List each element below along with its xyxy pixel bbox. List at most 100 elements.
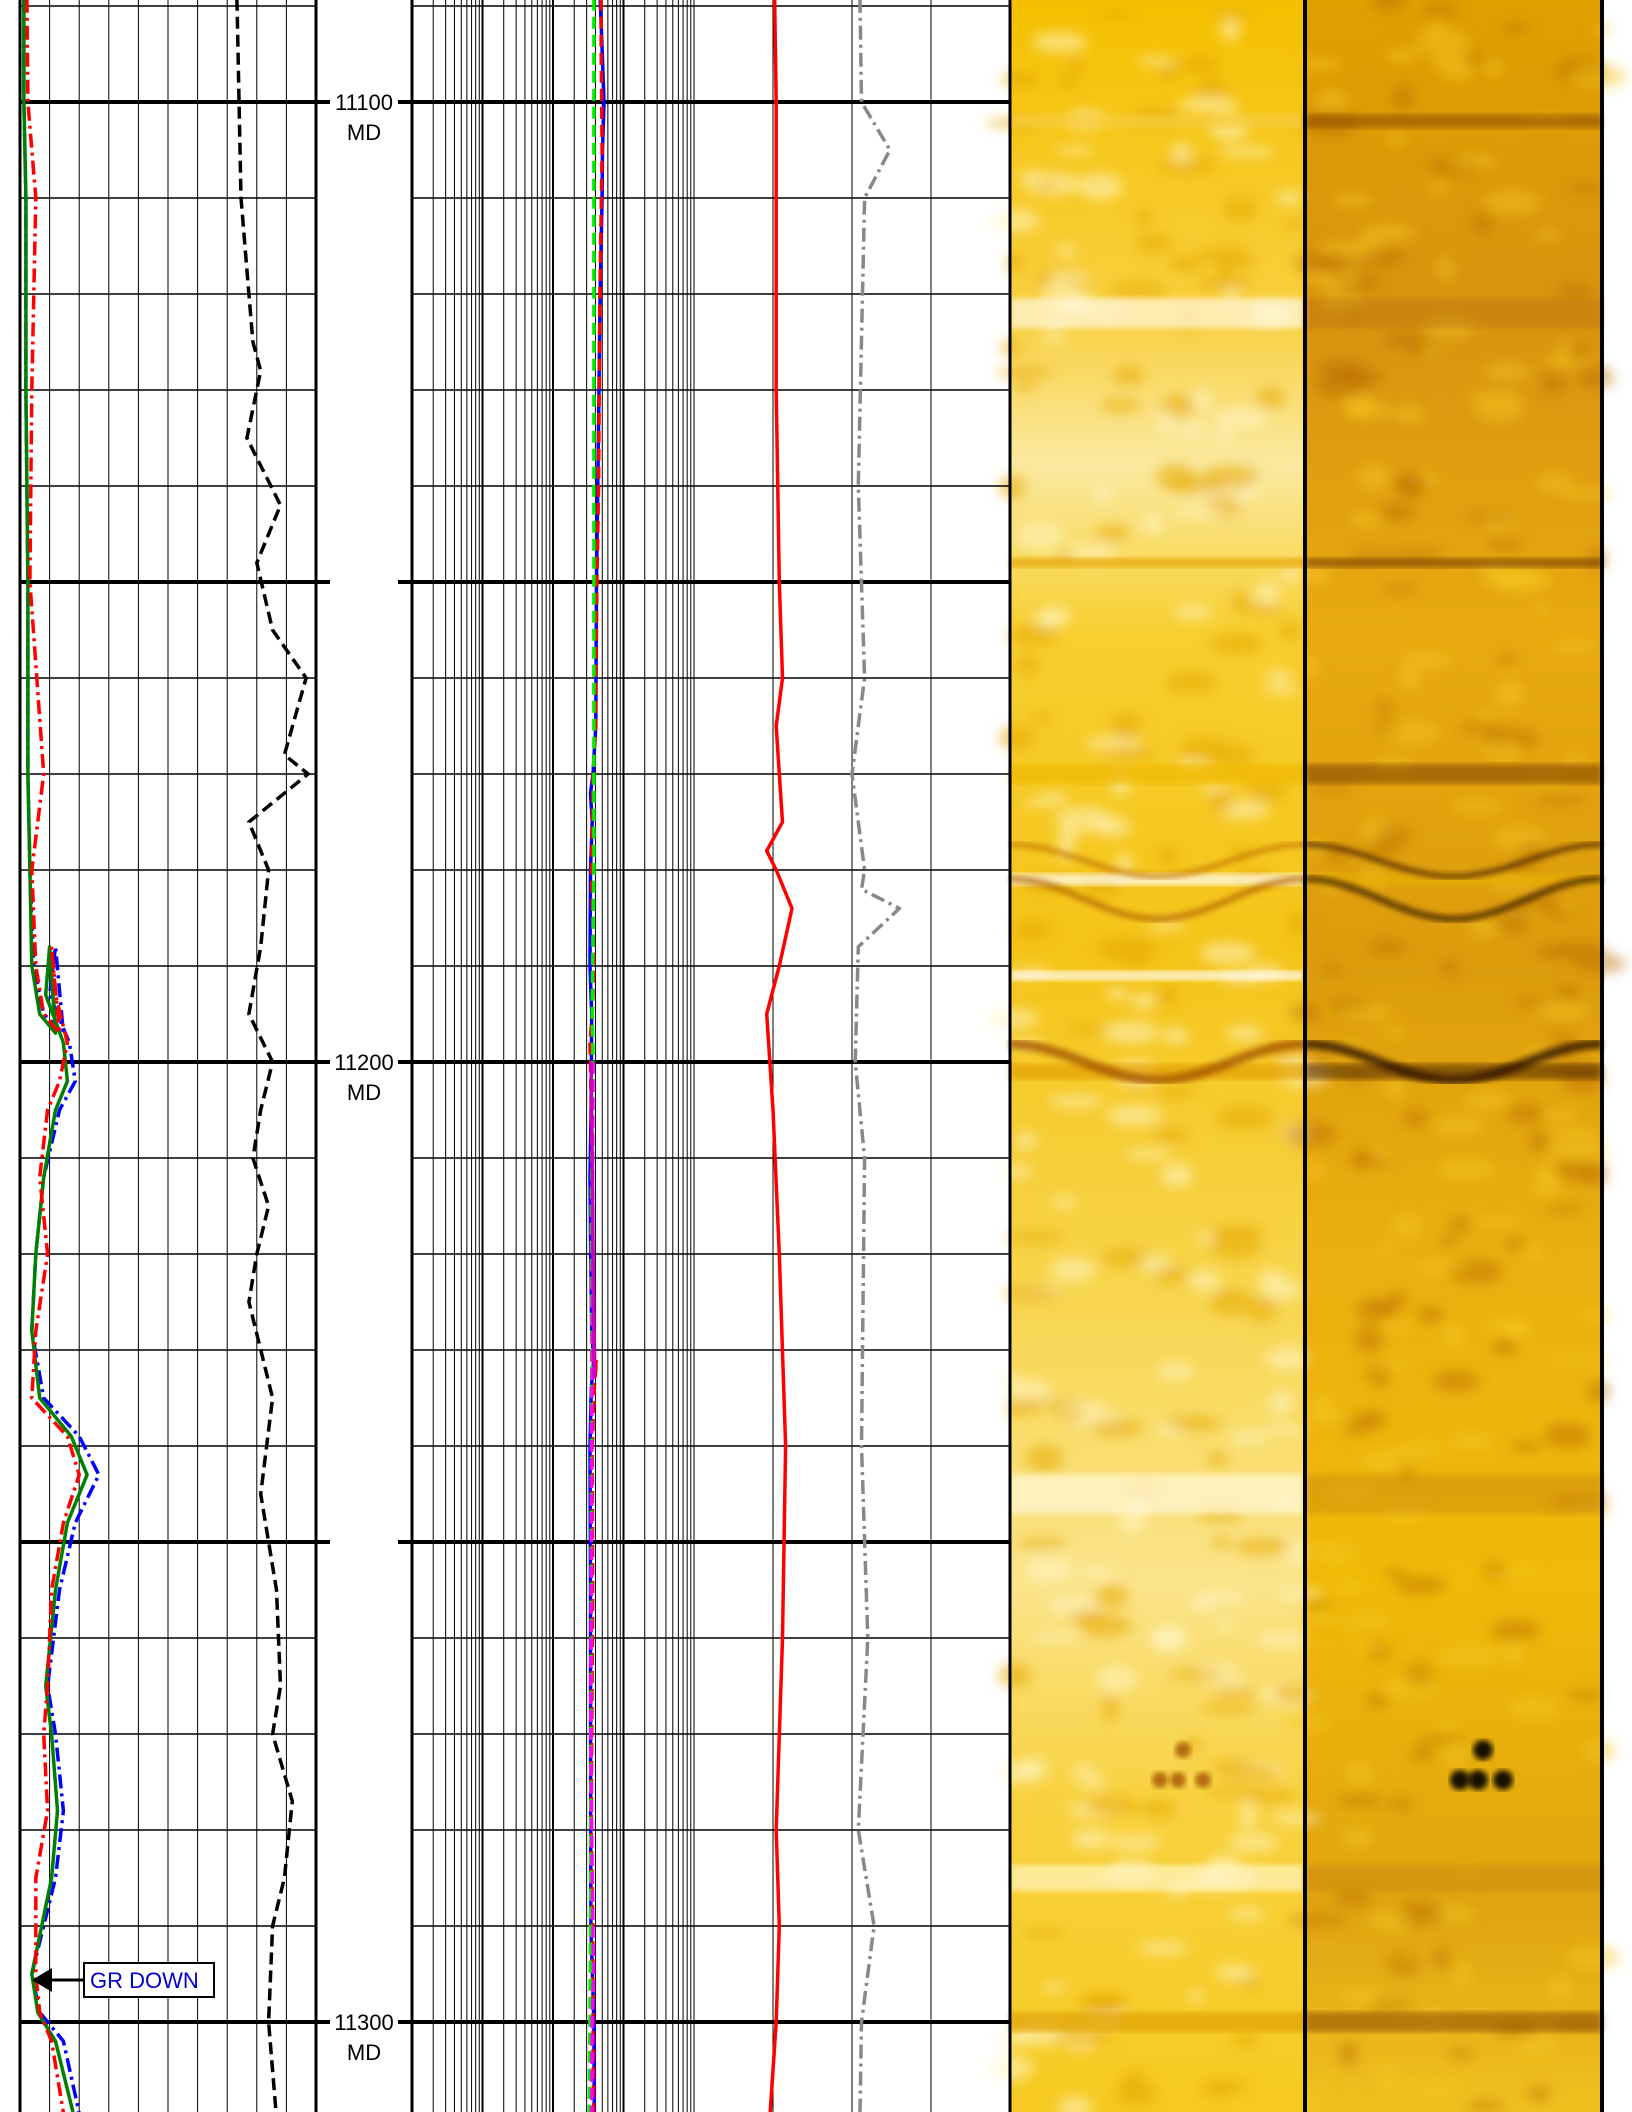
image-dynamic-blob <box>1582 1308 1610 1322</box>
image-dynamic-blob <box>1474 398 1525 422</box>
image-static-blob <box>1004 1401 1038 1415</box>
image-dynamic-blob <box>1462 1091 1511 1110</box>
image-dynamic-blob <box>1544 1204 1586 1213</box>
image-static-blob <box>1155 463 1196 490</box>
image-dynamic-blob <box>1384 1568 1408 1579</box>
depth-track: 11100 MD 11200 MD 11300 MD <box>316 90 412 2065</box>
image-dynamic-blob <box>1480 564 1533 589</box>
image-static-blob <box>1200 464 1260 491</box>
image-dynamic-blob <box>1432 1948 1451 1969</box>
image-static-blob <box>1157 984 1179 1007</box>
image-dynamic-blob <box>1477 708 1496 719</box>
image-static-blob <box>1012 919 1053 941</box>
image-static-blob <box>1187 1990 1204 2002</box>
image-dynamic-blob <box>1444 1740 1468 1768</box>
image-static-blob <box>1057 2095 1093 2112</box>
image-dynamic-blob <box>1378 1322 1416 1333</box>
image-static-band <box>1010 298 1305 329</box>
image-dynamic-blob <box>1560 487 1612 500</box>
image-dynamic-blob <box>1568 64 1627 89</box>
track3-aux-gray-curve <box>850 0 902 2112</box>
image-dynamic-blob <box>1401 1109 1430 1127</box>
image-dynamic-blob <box>1387 131 1406 148</box>
image-static-spot <box>1170 1772 1186 1788</box>
image-dynamic-blob <box>1387 1798 1415 1810</box>
image-dynamic-blob <box>1565 1946 1620 1969</box>
image-static-blob <box>1014 655 1040 676</box>
image-dynamic-blob <box>1379 1027 1409 1037</box>
image-static-blob <box>1215 428 1234 445</box>
image-static-blob <box>1041 1983 1068 1992</box>
image-dynamic-blob <box>1391 1212 1423 1238</box>
image-static-blob <box>1147 921 1187 931</box>
image-static-blob <box>1256 1270 1288 1287</box>
image-static-blob <box>1071 1829 1111 1850</box>
image-dynamic-blob <box>1398 664 1422 692</box>
image-static-blob <box>1199 1703 1258 1714</box>
image-dynamic-blob <box>1436 256 1454 281</box>
image-static-blob <box>1234 1538 1290 1556</box>
image-static-blob <box>999 725 1035 750</box>
image-dynamic-blob <box>1528 1130 1550 1154</box>
image-dynamic-blob <box>1367 2001 1417 2012</box>
track-grids <box>18 0 1604 2112</box>
image-dynamic-blob <box>1554 984 1581 1005</box>
image-dynamic-blob <box>1341 1987 1380 2005</box>
image-dynamic-band <box>1305 1063 1602 1080</box>
image-static-blob <box>999 475 1026 499</box>
image-dynamic-blob <box>1435 1719 1461 1730</box>
image-static-blob <box>1178 96 1239 114</box>
image-static-blob <box>1178 421 1208 439</box>
image-dynamic-blob <box>1434 1114 1484 1137</box>
image-static-blob <box>1272 1683 1314 1703</box>
image-static-blob <box>1211 1687 1259 1698</box>
image-dynamic-blob <box>1477 1569 1527 1580</box>
image-static-band <box>1010 2012 1305 2032</box>
image-static-blob <box>1265 1346 1309 1372</box>
track1-aux-black-curve <box>235 0 310 2112</box>
image-static-blob <box>1024 1556 1074 1582</box>
image-static-blob <box>1228 1431 1268 1446</box>
image-static-blob <box>1029 713 1053 723</box>
image-static-blob <box>1278 620 1302 642</box>
image-dynamic-blob <box>1521 1246 1544 1260</box>
image-static-blob <box>1069 1765 1099 1777</box>
image-static-blob <box>1197 245 1252 265</box>
image-dynamic-band <box>1305 298 1602 329</box>
image-static-blob <box>1168 1668 1224 1680</box>
image-dynamic-blob <box>1484 740 1524 760</box>
image-dynamic-blob <box>1314 89 1349 112</box>
image-static-blob <box>1011 1379 1053 1404</box>
image-dynamic-blob <box>1421 340 1441 359</box>
image-dynamic-blob <box>1431 51 1473 74</box>
image-static-blob <box>1247 777 1288 803</box>
image-static-blob <box>1093 484 1113 502</box>
image-static-blob <box>1106 1104 1163 1127</box>
image-dynamic-blob <box>1331 192 1374 208</box>
image-static-blob <box>1177 56 1221 74</box>
image-dynamic-blob <box>1534 795 1587 805</box>
image-dynamic-blob <box>1543 1422 1592 1449</box>
image-dynamic-blob <box>1396 1576 1447 1595</box>
image-static-blob <box>1050 1257 1096 1283</box>
image-dynamic-blob <box>1340 1827 1374 1849</box>
track2-res-magenta-solid-curve <box>589 1061 597 1379</box>
image-static-blob <box>1107 986 1129 1001</box>
image-dynamic-blob <box>1316 2080 1333 2094</box>
depth-unit-label: MD <box>347 120 381 145</box>
image-static-blob <box>1275 1588 1326 1599</box>
image-dynamic-band <box>1305 1865 1602 1891</box>
image-static-blob <box>1203 1787 1260 1796</box>
image-dynamic-blob <box>1385 2080 1437 2097</box>
image-dynamic-blob <box>1494 681 1526 708</box>
image-static-blob <box>1025 1444 1064 1473</box>
image-dynamic-blob <box>1410 1746 1435 1761</box>
image-static-band <box>1010 764 1305 784</box>
image-dynamic-blob <box>1393 404 1425 424</box>
image-static-blob <box>1014 1132 1037 1151</box>
image-static-blob <box>1131 992 1156 1011</box>
image-static-blob <box>1215 1105 1274 1130</box>
image-static-blob <box>1204 1675 1250 1687</box>
image-dynamic-band <box>1305 764 1602 784</box>
